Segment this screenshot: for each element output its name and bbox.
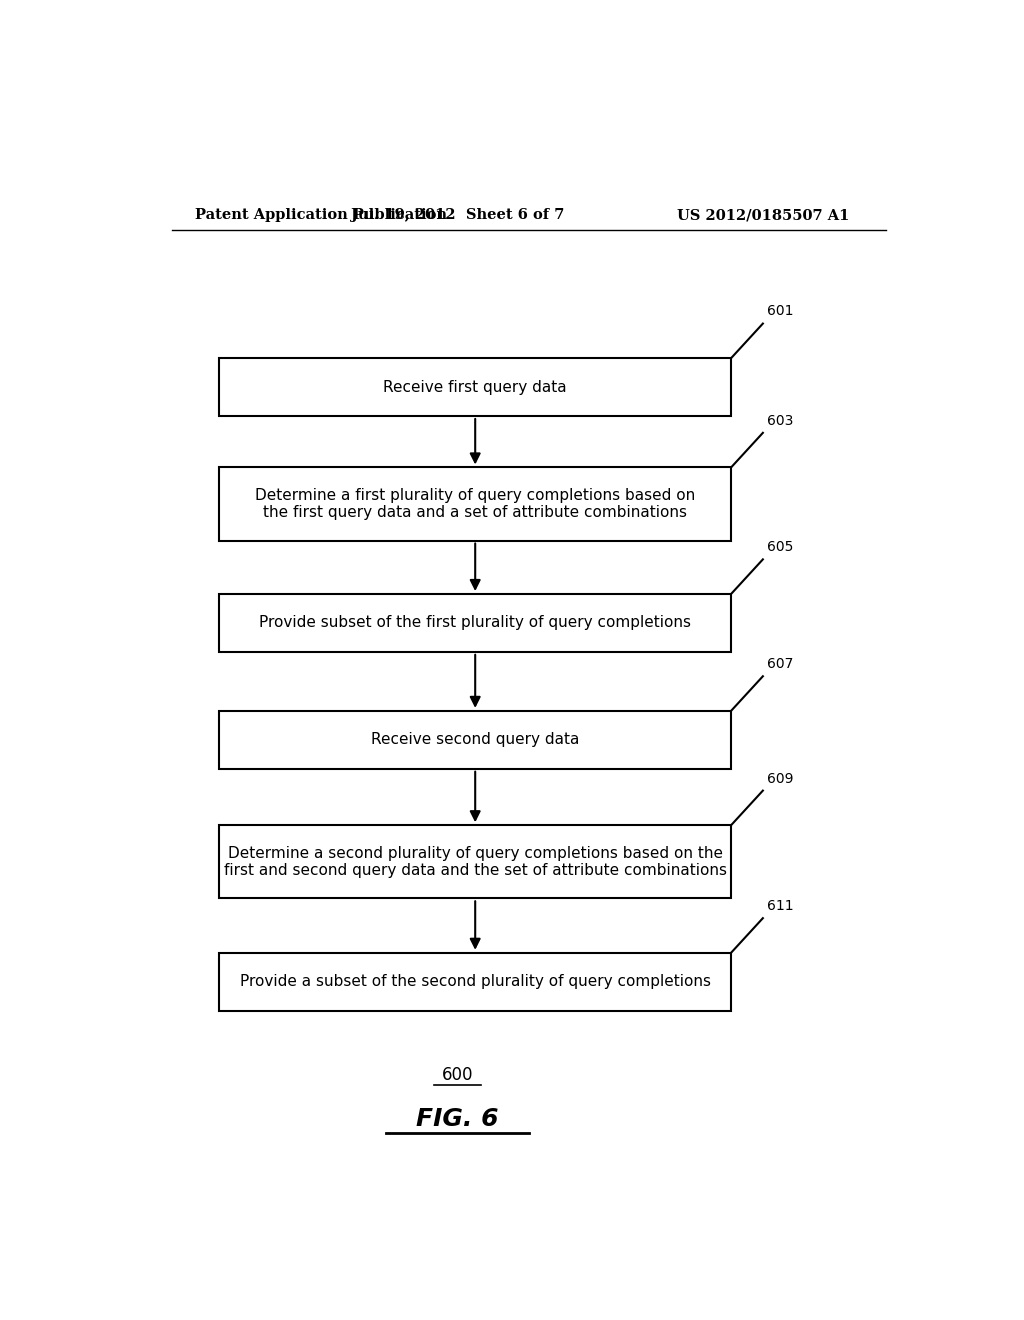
Text: FIG. 6: FIG. 6 [416,1107,499,1131]
Bar [219,467,731,541]
Text: 605: 605 [767,540,794,554]
Text: Patent Application Publication: Patent Application Publication [196,209,447,222]
Text: Determine a first plurality of query completions based on
the first query data a: Determine a first plurality of query com… [255,488,695,520]
Bar [219,953,731,1011]
Bar [219,358,731,416]
Text: 600: 600 [441,1067,473,1084]
Text: 609: 609 [767,771,794,785]
Text: 611: 611 [767,899,794,913]
Text: 603: 603 [767,413,794,428]
Text: Jul. 19, 2012  Sheet 6 of 7: Jul. 19, 2012 Sheet 6 of 7 [350,209,564,222]
Text: 607: 607 [767,657,794,671]
Text: 601: 601 [767,305,794,318]
Text: Determine a second plurality of query completions based on the
first and second : Determine a second plurality of query co… [223,846,727,878]
Text: Provide a subset of the second plurality of query completions: Provide a subset of the second plurality… [240,974,711,989]
Bar [219,710,731,768]
Text: Provide subset of the first plurality of query completions: Provide subset of the first plurality of… [259,615,691,631]
Bar [219,594,731,652]
Bar [219,825,731,899]
Text: US 2012/0185507 A1: US 2012/0185507 A1 [677,209,849,222]
Text: Receive second query data: Receive second query data [371,733,580,747]
Text: Receive first query data: Receive first query data [383,380,567,395]
